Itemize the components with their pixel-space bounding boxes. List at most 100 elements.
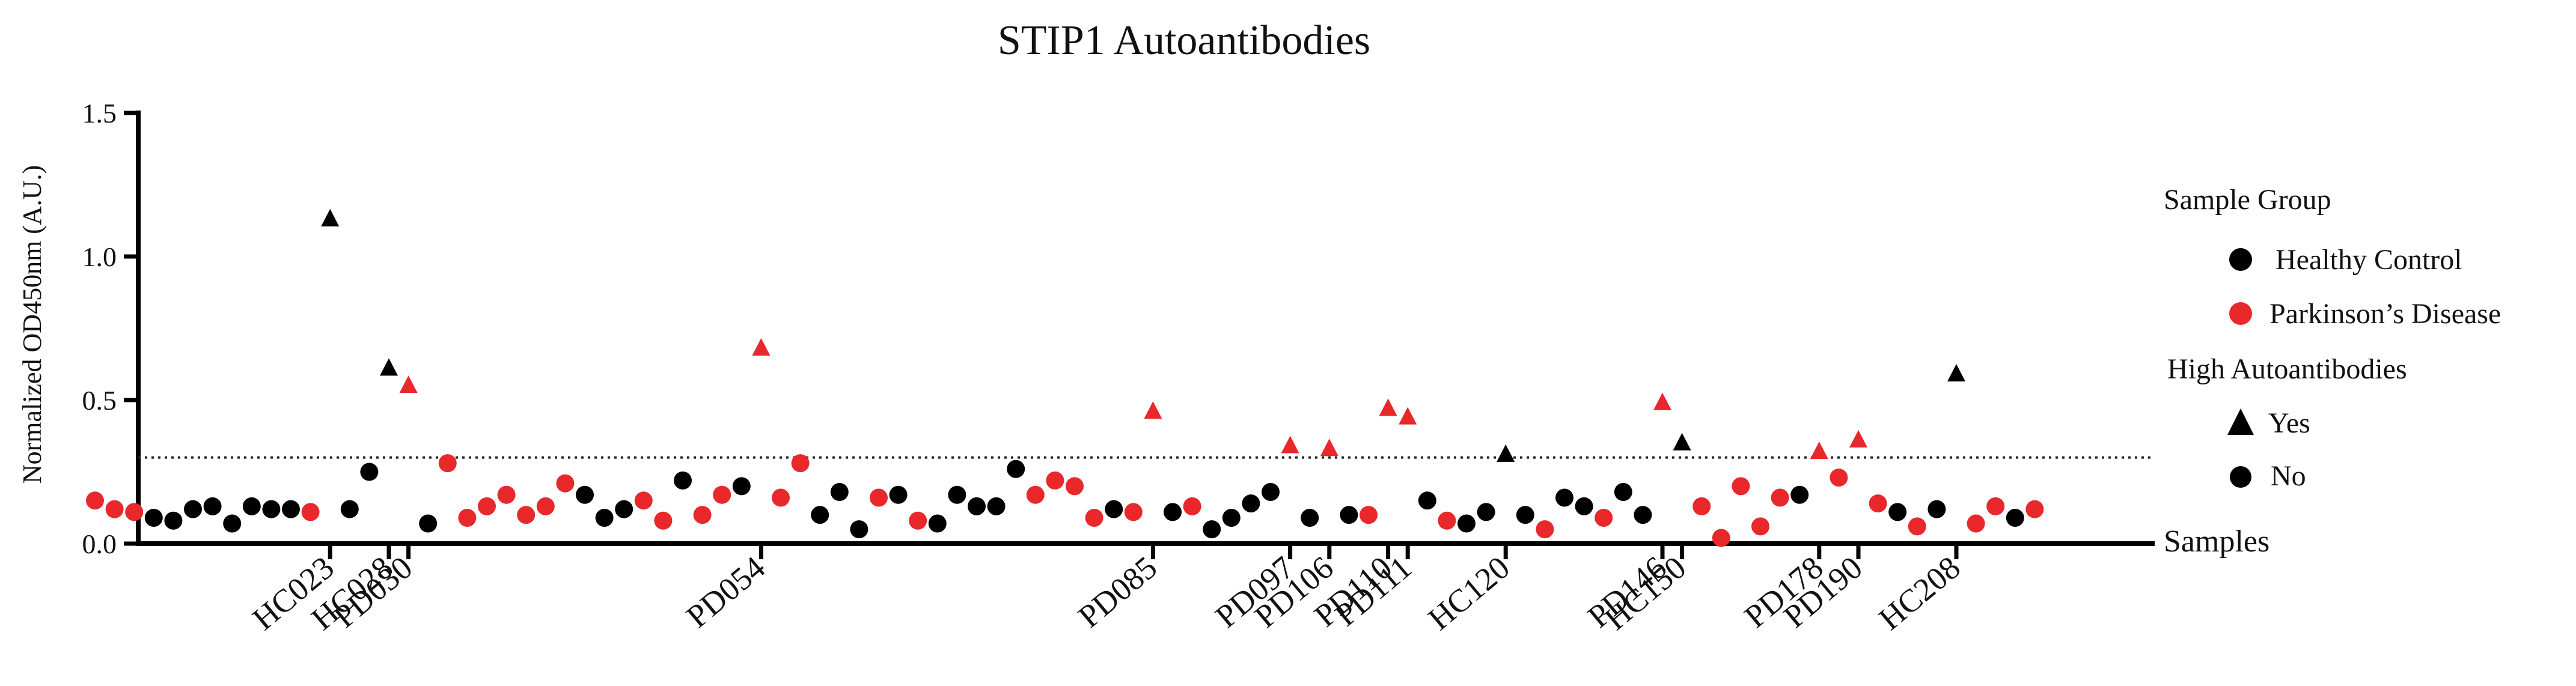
data-point-circle xyxy=(1183,497,1201,515)
data-point-circle xyxy=(1967,514,1985,533)
y-tick-label: 0.0 xyxy=(82,529,117,559)
data-point-circle xyxy=(1360,506,1378,524)
data-point-circle xyxy=(301,503,320,521)
data-points xyxy=(86,208,2044,547)
chart-title: STIP1 Autoantibodies xyxy=(998,17,1370,64)
data-point-circle xyxy=(1790,485,1809,504)
data-point-circle xyxy=(164,511,183,530)
data-point-circle xyxy=(360,463,379,481)
data-point-circle xyxy=(458,508,477,527)
data-point-circle xyxy=(144,508,163,527)
data-point-circle xyxy=(86,491,104,510)
data-point-circle xyxy=(870,488,888,507)
data-point-circle xyxy=(203,497,222,515)
data-point-circle xyxy=(1301,508,1319,527)
data-point-circle xyxy=(1085,508,1103,527)
data-point-circle xyxy=(1869,494,1887,513)
data-point-circle xyxy=(1026,485,1045,504)
data-point-circle xyxy=(340,500,359,518)
data-point-circle xyxy=(1771,488,1789,507)
data-point-circle xyxy=(536,497,555,515)
data-point-circle xyxy=(1105,500,1123,518)
data-point-circle xyxy=(909,511,927,530)
data-point-circle xyxy=(1222,508,1241,527)
data-point-circle xyxy=(1477,503,1495,521)
data-point-circle xyxy=(1124,503,1143,521)
data-point-circle xyxy=(1732,477,1750,496)
x-tick-label: HC120 xyxy=(1421,549,1516,637)
x-axis-label: Samples xyxy=(2164,524,2269,559)
data-point-circle xyxy=(811,506,829,524)
data-point-circle xyxy=(576,485,594,504)
data-point-triangle xyxy=(752,338,771,356)
data-point-circle xyxy=(1438,511,1456,530)
y-axis-label: Normalized OD450nm (A.U.) xyxy=(17,165,47,484)
data-point-circle xyxy=(987,497,1006,515)
y-tick-label: 0.5 xyxy=(82,385,117,416)
data-point-triangle xyxy=(1810,442,1828,460)
data-point-circle xyxy=(1164,503,1182,521)
y-tick-label: 1.0 xyxy=(82,241,117,272)
legend-label-no: No xyxy=(2271,460,2306,492)
data-point-circle xyxy=(105,500,124,518)
data-point-triangle xyxy=(1281,436,1299,454)
data-point-circle xyxy=(850,520,868,539)
x-tick-label: PD054 xyxy=(680,549,772,634)
legend-marker-no-circle xyxy=(2230,466,2251,488)
y-tick-label: 1.5 xyxy=(82,98,117,129)
data-point-circle xyxy=(1418,491,1436,510)
data-point-triangle xyxy=(1399,407,1417,425)
legend-label-parkinsons: Parkinson’s Disease xyxy=(2269,298,2501,330)
legend-marker-yes-triangle xyxy=(2227,408,2254,435)
data-point-triangle xyxy=(321,208,340,226)
data-point-circle xyxy=(1066,477,1084,496)
data-point-triangle xyxy=(399,375,418,393)
data-point-triangle xyxy=(1497,444,1515,462)
data-point-circle xyxy=(125,503,144,521)
data-point-circle xyxy=(713,485,731,504)
data-point-triangle xyxy=(1947,363,1965,381)
data-point-circle xyxy=(1634,506,1652,524)
data-point-triangle xyxy=(1320,439,1338,457)
data-point-circle xyxy=(1986,497,2005,515)
y-axis-line xyxy=(136,111,2155,546)
data-point-triangle xyxy=(380,358,398,376)
data-point-circle xyxy=(262,500,281,518)
data-point-circle xyxy=(732,477,751,496)
data-point-circle xyxy=(517,506,536,524)
data-point-circle xyxy=(1751,517,1769,536)
data-point-circle xyxy=(497,485,516,504)
data-point-circle xyxy=(830,482,849,501)
data-point-circle xyxy=(242,497,261,515)
data-point-circle xyxy=(1908,517,1926,536)
data-point-circle xyxy=(1614,482,1632,501)
data-point-circle xyxy=(478,497,496,515)
data-point-circle xyxy=(1516,506,1534,524)
data-point-circle xyxy=(1242,494,1260,513)
data-point-circle xyxy=(948,485,966,504)
data-point-circle xyxy=(184,500,202,518)
data-point-circle xyxy=(1888,503,1907,521)
legend-group-title: Sample Group xyxy=(2164,184,2331,216)
data-point-circle xyxy=(2006,508,2024,527)
data-point-circle xyxy=(419,514,438,533)
data-point-circle xyxy=(693,506,712,524)
data-point-circle xyxy=(223,514,242,533)
data-point-circle xyxy=(595,508,614,527)
data-point-triangle xyxy=(1673,433,1691,451)
data-point-circle xyxy=(1046,471,1064,490)
data-point-circle xyxy=(615,500,633,518)
data-point-circle xyxy=(1712,529,1730,547)
legend-label-yes: Yes xyxy=(2268,407,2310,439)
x-tick-label: PD085 xyxy=(1072,549,1164,634)
data-point-circle xyxy=(1830,469,1848,487)
data-point-circle xyxy=(1575,497,1593,515)
data-point-circle xyxy=(791,454,810,473)
data-point-circle xyxy=(1536,520,1554,539)
data-point-circle xyxy=(889,485,908,504)
x-tick-label: HC208 xyxy=(1872,549,1967,637)
data-point-circle xyxy=(634,491,653,510)
data-point-circle xyxy=(1555,488,1573,507)
data-point-circle xyxy=(1007,460,1025,478)
data-point-circle xyxy=(1457,514,1476,533)
